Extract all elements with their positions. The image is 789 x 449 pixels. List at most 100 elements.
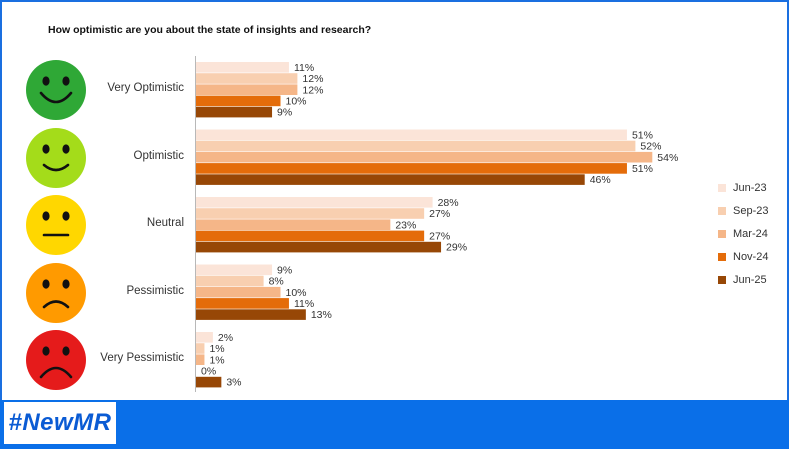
legend-label: Jun-25: [733, 273, 767, 286]
bar-sep-23-neutral: [196, 208, 425, 219]
face-eye: [62, 346, 70, 356]
category-label-neutral: Neutral: [146, 217, 184, 229]
legend-label: Sep-23: [733, 204, 769, 217]
sad-face-icon: [26, 262, 86, 323]
bar-jun-23-very-optimistic: [196, 62, 289, 73]
legend-swatch: [718, 206, 726, 215]
data-label: 51%: [632, 129, 653, 141]
category-label-pessimistic: Pessimistic: [126, 284, 184, 297]
data-label: 11%: [294, 62, 314, 74]
face-mouth: [39, 366, 73, 379]
data-label: 13%: [311, 309, 332, 321]
bar-sep-23-very-pessimistic: [196, 343, 205, 354]
logo-text: #NewMR: [8, 409, 112, 436]
legend: Jun-23 Sep-23 Mar-24 Nov-24 Jun-25: [718, 176, 768, 291]
bar-nov-24-pessimistic: [196, 298, 289, 309]
bar-mar-24-very-pessimistic: [196, 354, 205, 365]
face-mouth: [39, 91, 73, 104]
legend-item-jun-25: Jun-25: [718, 268, 768, 291]
data-label: 27%: [429, 231, 450, 243]
data-label: 8%: [269, 276, 284, 288]
data-label: 10%: [286, 96, 307, 108]
very-happy-face-icon: [26, 60, 86, 120]
data-label: 52%: [640, 141, 661, 153]
legend-item-mar-24: Mar-24: [718, 222, 768, 245]
legend-swatch: [718, 252, 726, 261]
legend-label: Jun-23: [733, 181, 767, 194]
data-label: 28%: [438, 197, 459, 209]
legend-item-nov-24: Nov-24: [718, 245, 768, 268]
face-eye: [62, 143, 70, 154]
data-label: 1%: [209, 354, 224, 366]
data-label: 29%: [446, 242, 467, 254]
bar-nov-24-very-optimistic: [196, 95, 281, 107]
face-circle: [26, 195, 86, 255]
face-eye: [42, 76, 50, 86]
very-sad-face-icon: [26, 330, 86, 390]
legend-item-jun-23: Jun-23: [718, 176, 768, 199]
data-label: 27%: [429, 208, 450, 220]
face-mouth: [42, 299, 70, 308]
category-label-optimistic: Optimistic: [133, 149, 184, 162]
chart-title: How optimistic are you about the state o…: [48, 24, 372, 36]
bar-jun-25-optimistic: [196, 174, 585, 185]
bar-chart: 11% 51% 28% 9% 2% 12% 52% 27% 8% 1% 12% 54% 23% 10% 1%…: [196, 62, 678, 389]
bar-jun-25-neutral: [196, 241, 442, 253]
data-label: 51%: [632, 163, 653, 175]
happy-face-icon: [26, 127, 86, 188]
data-label: 9%: [277, 107, 292, 119]
bar-jun-25-very-pessimistic: [196, 376, 222, 388]
bar-mar-24-very-optimistic: [196, 84, 298, 95]
data-label: 12%: [302, 73, 323, 85]
legend-swatch: [718, 229, 726, 238]
bar-nov-24-optimistic: [196, 163, 627, 174]
bar-mar-24-neutral: [196, 219, 391, 230]
bar-mar-24-pessimistic: [196, 286, 281, 298]
data-label: 2%: [218, 332, 233, 344]
bar-jun-23-neutral: [196, 197, 433, 208]
face-eye: [62, 278, 70, 289]
bar-sep-23-pessimistic: [196, 275, 264, 287]
face-eye: [62, 76, 70, 86]
face-circle: [26, 127, 86, 188]
bar-jun-25-very-optimistic: [196, 106, 273, 118]
legend-label: Mar-24: [733, 227, 768, 240]
data-label: 0%: [201, 366, 216, 378]
bar-jun-23-pessimistic: [196, 264, 273, 276]
newmr-logo[interactable]: #NewMR: [4, 402, 116, 444]
data-label: 23%: [395, 219, 416, 231]
data-label: 1%: [209, 343, 224, 355]
data-label: 11%: [294, 298, 314, 310]
face-circle: [26, 262, 86, 323]
face-eye: [62, 211, 70, 221]
legend-swatch: [718, 183, 726, 192]
neutral-face-icon: [26, 195, 86, 255]
bar-sep-23-optimistic: [196, 140, 636, 152]
data-label: 9%: [277, 264, 292, 276]
bar-jun-23-very-pessimistic: [196, 332, 213, 343]
data-label: 3%: [226, 377, 241, 389]
bar-jun-25-pessimistic: [196, 309, 306, 320]
legend-swatch: [718, 275, 726, 284]
face-eye: [42, 211, 50, 221]
bar-sep-23-very-optimistic: [196, 73, 298, 84]
legend-item-sep-23: Sep-23: [718, 199, 768, 222]
category-axis-line: [195, 56, 196, 392]
category-label-very-optimistic: Very Optimistic: [107, 82, 184, 94]
face-eye: [42, 143, 50, 154]
bar-jun-23-optimistic: [196, 129, 627, 141]
face-eye: [42, 346, 50, 356]
data-label: 12%: [302, 84, 323, 96]
brand-footer: [0, 400, 789, 449]
bar-nov-24-neutral: [196, 230, 425, 242]
face-mouth: [42, 163, 70, 171]
face-circle: [26, 330, 86, 390]
data-label: 54%: [657, 152, 678, 164]
legend-label: Nov-24: [733, 250, 769, 263]
data-label: 10%: [286, 287, 307, 299]
face-circle: [26, 60, 86, 120]
data-label: 46%: [590, 174, 611, 186]
bar-mar-24-optimistic: [196, 151, 653, 163]
face-eye: [42, 278, 50, 289]
